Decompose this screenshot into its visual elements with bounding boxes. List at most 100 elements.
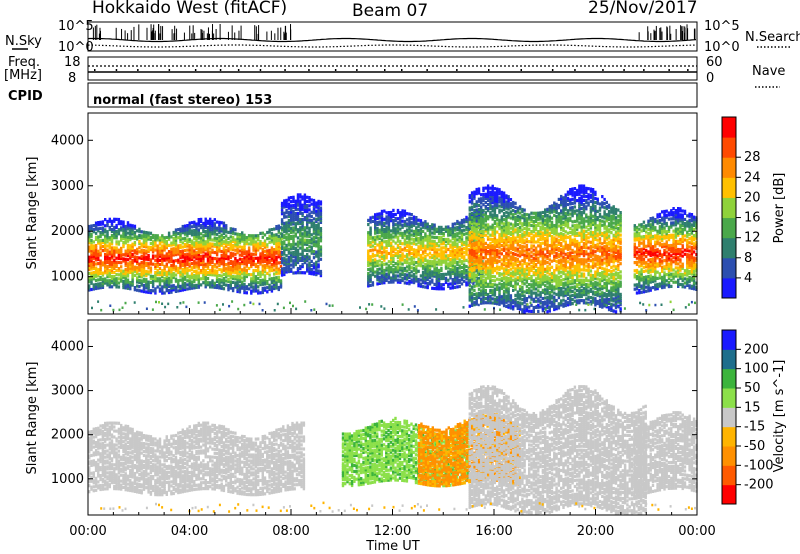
power-cell [426,259,429,263]
power-cell [290,210,293,214]
power-cell [225,248,228,252]
power-cell [238,284,242,288]
power-cell [197,263,200,267]
power-cell [170,284,173,288]
power-cell [193,224,196,228]
power-cell [315,260,318,264]
power-cell [456,248,459,252]
power-cell [426,226,429,230]
power-cell [270,285,274,289]
power-cell [465,246,468,250]
power-cell [475,226,478,230]
power-cell [449,270,452,274]
power-cell [142,273,146,277]
power-cell [470,252,474,256]
power-cell [236,271,239,275]
power-cell [528,266,531,270]
power-cell [447,258,450,262]
power-cell [199,271,203,275]
power-cell [512,213,515,217]
power-cell [303,216,307,220]
power-cell [220,241,223,245]
power-cell [188,231,191,235]
power-cell [234,260,237,264]
power-cell [179,235,182,239]
power-cell [287,202,291,206]
power-cell [247,238,251,242]
power-cell [367,235,370,239]
power-cell [113,264,116,268]
power-cell [213,228,216,232]
power-cell [225,254,228,258]
power-cell [312,239,316,243]
power-cell [106,238,109,242]
power-cell [99,230,102,235]
power-cell [498,265,501,269]
power-cell [113,234,116,238]
power-cell [229,270,232,274]
power-cell [285,258,288,262]
power-cell [428,233,432,237]
power-cell [516,276,519,280]
power-cell [283,215,286,219]
power-cell [294,248,297,252]
power-cell [482,246,485,250]
power-cell [209,254,212,258]
power-cell [408,282,411,286]
power-cell [512,200,515,205]
power-cell [138,264,141,268]
power-cell [317,257,320,261]
power-cell [299,242,302,246]
power-cell [290,216,293,220]
power-cell [306,248,309,253]
power-cell [115,281,118,285]
power-cell [518,225,522,229]
power-cell [202,254,205,258]
power-cell [463,251,466,255]
power-cell [236,267,239,271]
power-cell [433,264,436,268]
power-cell [186,283,189,287]
power-cell [193,241,196,245]
power-cell [319,220,323,224]
power-cell [234,262,237,267]
power-cell [170,255,173,259]
power-cell [378,249,381,253]
power-cell [218,247,221,251]
power-cell [428,276,432,280]
power-cell [442,272,445,276]
power-cell [124,253,127,257]
power-cell [460,237,464,241]
nave-label: Nave [752,64,785,79]
power-cell [285,237,288,241]
power-cell [145,269,148,274]
power-cell [275,282,278,286]
power-cell [101,244,105,249]
power-cell [396,221,400,225]
power-cell [183,238,187,242]
power-cell [126,272,130,276]
power-cell [213,281,216,285]
power-cell [296,201,300,205]
power-cell [317,263,320,267]
power-cell [190,241,194,245]
power-cell [106,254,109,258]
power-cell [266,245,269,249]
power-cell [449,251,452,255]
power-cell [512,305,515,309]
power-cell [273,280,276,284]
power-cell [408,253,411,257]
power-cell [484,205,487,209]
power-cell [181,241,184,245]
power-cell [417,269,420,273]
power-cell [236,273,239,277]
power-cell [308,255,311,259]
power-cell [186,238,189,242]
power-cell [140,236,143,240]
power-cell [199,248,203,252]
power-cell [241,253,244,258]
power-cell [94,286,98,291]
power-cell [186,226,189,230]
power-cell [154,242,157,246]
power-cell [482,203,485,207]
